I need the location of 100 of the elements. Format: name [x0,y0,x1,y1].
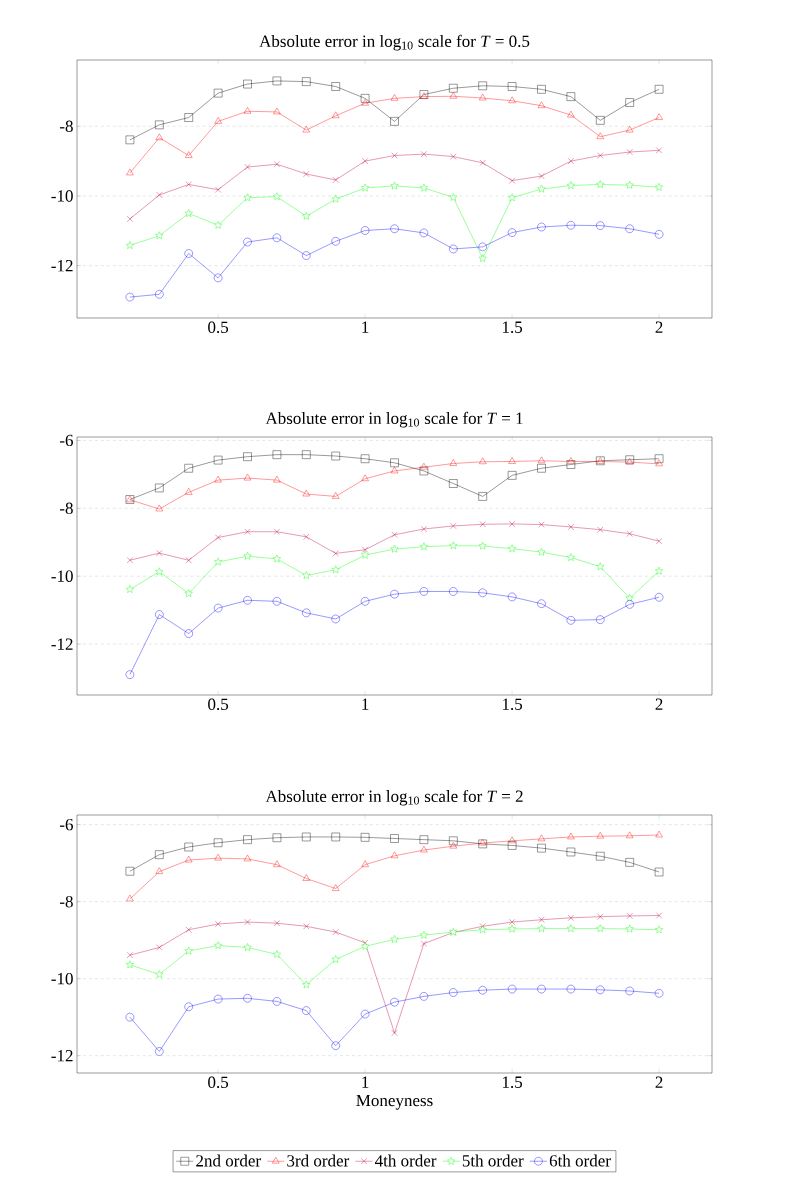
point [625,98,634,107]
chart-title: Absolute error in log$_{10}$ scale for T = 0.5 [259,34,530,51]
point [360,597,370,606]
point [213,273,223,283]
point [303,923,310,930]
point [360,454,370,463]
point [390,589,399,599]
point [126,215,133,223]
point [390,94,399,101]
point [626,912,633,919]
point [420,525,427,533]
point [362,158,369,165]
point [449,479,458,488]
point [302,125,310,133]
point [213,994,223,1004]
point [478,925,487,934]
point [215,186,222,193]
point [420,940,427,947]
point [449,84,458,93]
point [567,832,575,840]
point [302,1006,311,1015]
point [596,116,605,125]
point [243,835,252,844]
point [626,125,634,133]
point [273,161,280,168]
point [273,860,281,867]
y-tick-label: -6 [59,818,73,831]
point [302,832,311,842]
point [126,894,134,902]
point [215,920,222,928]
point [626,831,634,838]
point [125,585,134,593]
point [597,526,604,533]
legend-label: 2nd order [196,1154,261,1167]
point [538,173,545,180]
point [185,181,192,188]
point [625,858,634,867]
point [273,475,281,483]
point [302,874,310,881]
point [419,466,429,476]
point [125,241,134,249]
point [567,914,574,921]
point [331,82,340,91]
point [214,117,222,124]
x-tick-label: 1.5 [502,321,523,333]
x-tick-label: 1 [362,321,369,333]
point [655,925,664,934]
point [272,192,281,201]
point [214,941,223,949]
point [272,450,282,459]
point [479,159,486,166]
point [184,113,193,122]
point [567,457,575,464]
point [537,222,546,232]
point [215,534,222,541]
point [303,170,310,178]
point [654,454,664,463]
point [390,935,399,943]
point [478,254,487,262]
point [507,471,517,480]
point [449,836,458,846]
x-tick-label: 0.5 [208,1076,229,1089]
point [155,504,163,512]
point [184,464,193,473]
point [360,226,370,235]
point [478,986,487,995]
point [155,850,164,859]
point [566,984,576,994]
point [566,460,576,469]
point [655,113,663,120]
point [478,588,487,598]
point [654,230,664,239]
point [626,149,633,156]
point [213,455,223,465]
point [362,546,369,553]
point [538,521,545,528]
point [449,842,457,849]
point [332,111,340,118]
point [449,541,458,550]
point [566,92,576,101]
point [243,551,252,560]
point [125,670,135,679]
point [537,599,546,608]
point [243,237,252,247]
point [361,99,369,106]
point [479,923,486,930]
point [332,929,339,936]
point [244,919,251,926]
point [479,93,487,101]
point [155,483,164,493]
point [331,194,340,203]
point [272,597,282,606]
point [596,852,605,861]
point [390,458,399,467]
point [508,457,516,464]
point [390,181,399,190]
point [244,528,251,535]
point [243,473,252,481]
x-tick-label: 1 [362,1076,369,1088]
point [243,994,252,1003]
